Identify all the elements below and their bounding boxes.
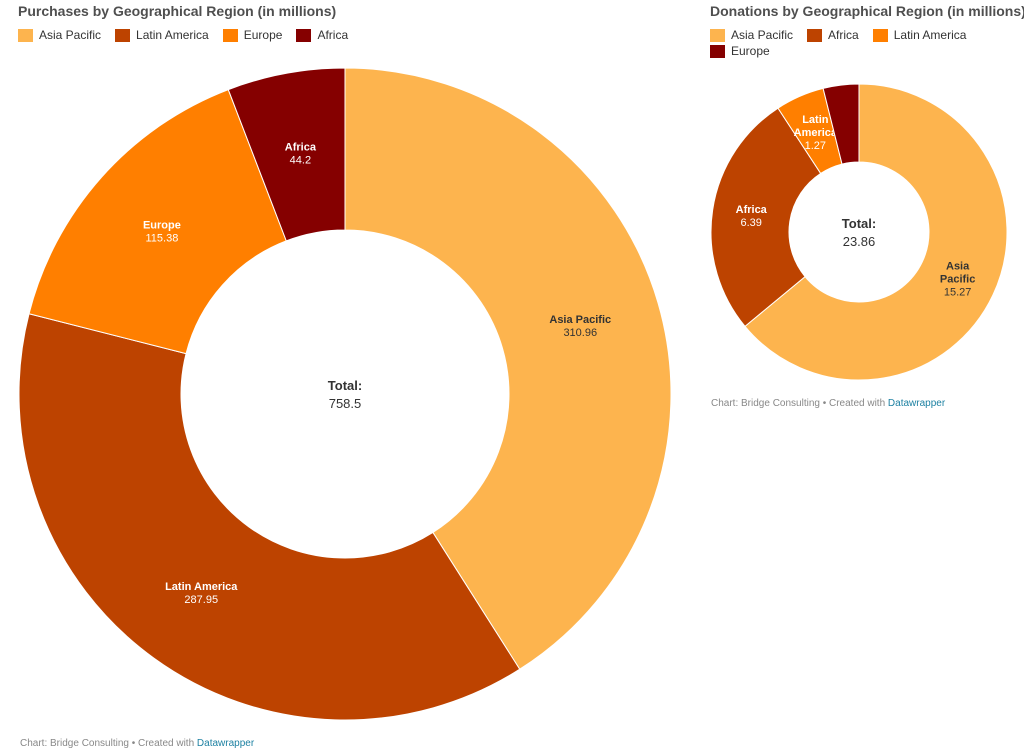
legend-item-africa: Africa: [807, 28, 859, 43]
slice-label-name: Europe: [143, 220, 181, 232]
slice-asia-pacific: [744, 83, 1008, 381]
slice-asia-pacific: [344, 67, 672, 670]
source-text: Chart: Bridge Consulting • Created with: [20, 738, 197, 749]
legend-item-europe: Europe: [222, 28, 283, 43]
legend-label: Latin America: [136, 28, 209, 42]
legend: Asia Pacific Africa Latin America Europe: [710, 28, 1020, 59]
legend-swatch: [18, 29, 33, 42]
legend-swatch: [222, 29, 238, 42]
slice-label-value: 287.95: [184, 594, 218, 606]
slice-label-value: 115.38: [145, 233, 178, 245]
legend-label: Africa: [828, 28, 859, 42]
slice-label-name: Africa: [285, 142, 317, 154]
slice-label-name: Africa: [736, 204, 768, 216]
slice-label-name: Asia: [946, 260, 970, 272]
slice-latin-america: [18, 313, 521, 721]
donations-chart: Donations by Geographical Region (in mil…: [710, 2, 1024, 422]
slice-label-value: 15.27: [944, 286, 972, 298]
legend-swatch: [710, 45, 725, 58]
slice-label-name: Latin: [802, 114, 829, 126]
slice-label-name: America: [794, 127, 838, 139]
slice-label-name: Asia Pacific: [549, 314, 611, 326]
legend-item-latin-america: Latin America: [872, 28, 967, 43]
legend-swatch: [872, 29, 888, 42]
legend-swatch: [807, 29, 823, 42]
slice-label-value: 6.39: [741, 217, 762, 229]
legend-label: Europe: [243, 28, 283, 42]
slice-europe: [822, 83, 860, 165]
legend-label: Latin America: [893, 28, 967, 42]
source-line: Chart: Bridge Consulting • Created with …: [711, 398, 945, 409]
source-text: Chart: Bridge Consulting • Created with: [711, 398, 888, 409]
legend: Asia Pacific Latin America Europe Africa: [18, 28, 688, 43]
slice-label-value: 44.2: [290, 155, 311, 167]
legend-label: Asia Pacific: [731, 28, 794, 42]
center-total-label: Total:: [328, 378, 362, 393]
slice-label-name: Latin America: [165, 581, 238, 593]
legend-item-africa: Africa: [296, 28, 348, 43]
legend-item-latin-america: Latin America: [115, 28, 209, 43]
datawrapper-link[interactable]: Datawrapper: [887, 398, 946, 409]
purchases-chart: Purchases by Geographical Region (in mil…: [18, 2, 688, 754]
legend-label: Europe: [731, 44, 770, 58]
chart-title: Purchases by Geographical Region (in mil…: [18, 3, 337, 19]
slice-africa: [227, 67, 346, 242]
legend-swatch: [296, 29, 312, 42]
legend-label: Africa: [317, 28, 349, 42]
slice-africa: [710, 107, 822, 328]
source-line: Chart: Bridge Consulting • Created with …: [20, 738, 254, 749]
center-total-value: 23.86: [843, 234, 876, 249]
center-total-label: Total:: [842, 216, 876, 231]
legend-item-asia-pacific: Asia Pacific: [710, 28, 793, 43]
slice-europe: [28, 88, 287, 355]
slice-label-name: Pacific: [940, 273, 975, 285]
legend-label: Asia Pacific: [39, 28, 102, 42]
legend-swatch: [115, 29, 131, 42]
legend-swatch: [710, 29, 725, 42]
legend-item-asia-pacific: Asia Pacific: [18, 28, 101, 43]
chart-title: Donations by Geographical Region (in mil…: [710, 3, 1024, 19]
legend-item-europe: Europe: [710, 44, 770, 59]
slice-label-value: 1.27: [805, 140, 826, 152]
slice-label-value: 310.96: [563, 327, 597, 339]
center-total-value: 758.5: [329, 396, 362, 411]
datawrapper-link[interactable]: Datawrapper: [196, 738, 255, 749]
